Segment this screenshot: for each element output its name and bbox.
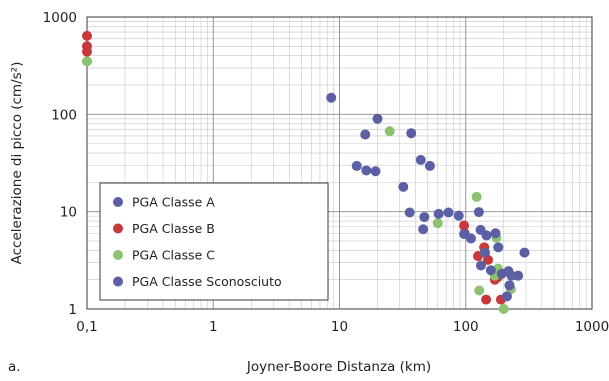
point-pga-classe-sconosciuto — [424, 160, 435, 171]
x-axis-title: Joyner-Boore Distanza (km) — [246, 359, 431, 375]
x-tick-label: 100 — [453, 319, 479, 335]
point-pga-classe-sconosciuto — [481, 230, 492, 241]
point-pga-classe-c — [82, 56, 92, 67]
legend-marker-pga-classe-a — [113, 197, 123, 207]
point-pga-classe-sconosciuto — [415, 154, 426, 165]
point-pga-classe-sconosciuto — [453, 210, 464, 221]
y-tick-label: 1000 — [43, 10, 77, 26]
point-pga-classe-sconosciuto — [360, 129, 371, 140]
point-pga-classe-sconosciuto — [493, 242, 504, 253]
point-pga-classe-sconosciuto — [501, 291, 512, 302]
point-pga-classe-sconosciuto — [504, 280, 515, 291]
point-pga-classe-b — [82, 46, 92, 57]
point-pga-classe-c — [384, 126, 395, 137]
point-pga-classe-sconosciuto — [519, 247, 530, 258]
point-pga-classe-sconosciuto — [418, 224, 429, 235]
x-tick-label: 0,1 — [76, 319, 97, 335]
plot-frame — [86, 16, 593, 310]
point-pga-classe-sconosciuto — [465, 233, 476, 244]
point-pga-classe-b — [82, 30, 92, 41]
point-pga-classe-c — [498, 304, 509, 314]
legend-marker-pga-classe-sconosciuto — [113, 276, 123, 287]
point-pga-classe-b — [459, 220, 470, 231]
data-points — [82, 30, 530, 314]
panel-label: a. — [8, 359, 21, 375]
y-axis-title: Accelerazione di picco (cm/s²) — [9, 62, 25, 265]
point-pga-classe-sconosciuto — [485, 265, 496, 276]
point-pga-classe-sconosciuto — [326, 92, 337, 103]
y-tick-label: 1 — [68, 302, 77, 318]
point-pga-classe-sconosciuto — [433, 208, 444, 219]
x-tick-label: 1000 — [575, 319, 609, 335]
legend: PGA Classe A PGA Classe B PGA Classe C PGA … — [99, 182, 329, 301]
point-pga-classe-sconosciuto — [419, 212, 430, 223]
point-pga-classe-sconosciuto — [513, 270, 524, 281]
legend-items: PGA Classe A PGA Classe B PGA Classe C PGA … — [113, 195, 282, 289]
point-pga-classe-b — [481, 294, 492, 305]
legend-label-pga-classe-sconosciuto: PGA Classe Sconosciuto — [132, 274, 282, 289]
point-pga-classe-sconosciuto — [490, 228, 501, 239]
point-pga-classe-sconosciuto — [443, 207, 454, 218]
point-pga-classe-sconosciuto — [351, 160, 362, 171]
point-pga-classe-c — [432, 218, 443, 229]
legend-label-pga-classe-a: PGA Classe A — [132, 195, 215, 210]
legend-box — [99, 182, 329, 301]
point-pga-classe-c — [471, 191, 482, 202]
legend-label-pga-classe-c: PGA Classe C — [132, 248, 215, 263]
point-pga-classe-c — [474, 285, 485, 296]
point-pga-classe-sconosciuto — [479, 247, 490, 258]
point-pga-classe-sconosciuto — [406, 128, 417, 139]
x-tick-label: 10 — [331, 319, 348, 335]
point-pga-classe-sconosciuto — [404, 207, 415, 218]
legend-marker-pga-classe-c — [113, 250, 123, 260]
legend-label-pga-classe-b: PGA Classe B — [132, 221, 215, 236]
y-tick-label: 100 — [51, 107, 77, 123]
point-pga-classe-sconosciuto — [398, 181, 409, 192]
point-pga-classe-sconosciuto — [473, 207, 484, 218]
y-tick-label: 10 — [60, 205, 77, 221]
point-pga-classe-sconosciuto — [370, 166, 381, 177]
legend-marker-pga-classe-b — [113, 223, 123, 234]
point-pga-classe-sconosciuto — [475, 260, 486, 271]
point-pga-classe-sconosciuto — [361, 165, 372, 176]
point-pga-classe-sconosciuto — [372, 113, 383, 124]
x-tick-label: 1 — [209, 319, 218, 335]
